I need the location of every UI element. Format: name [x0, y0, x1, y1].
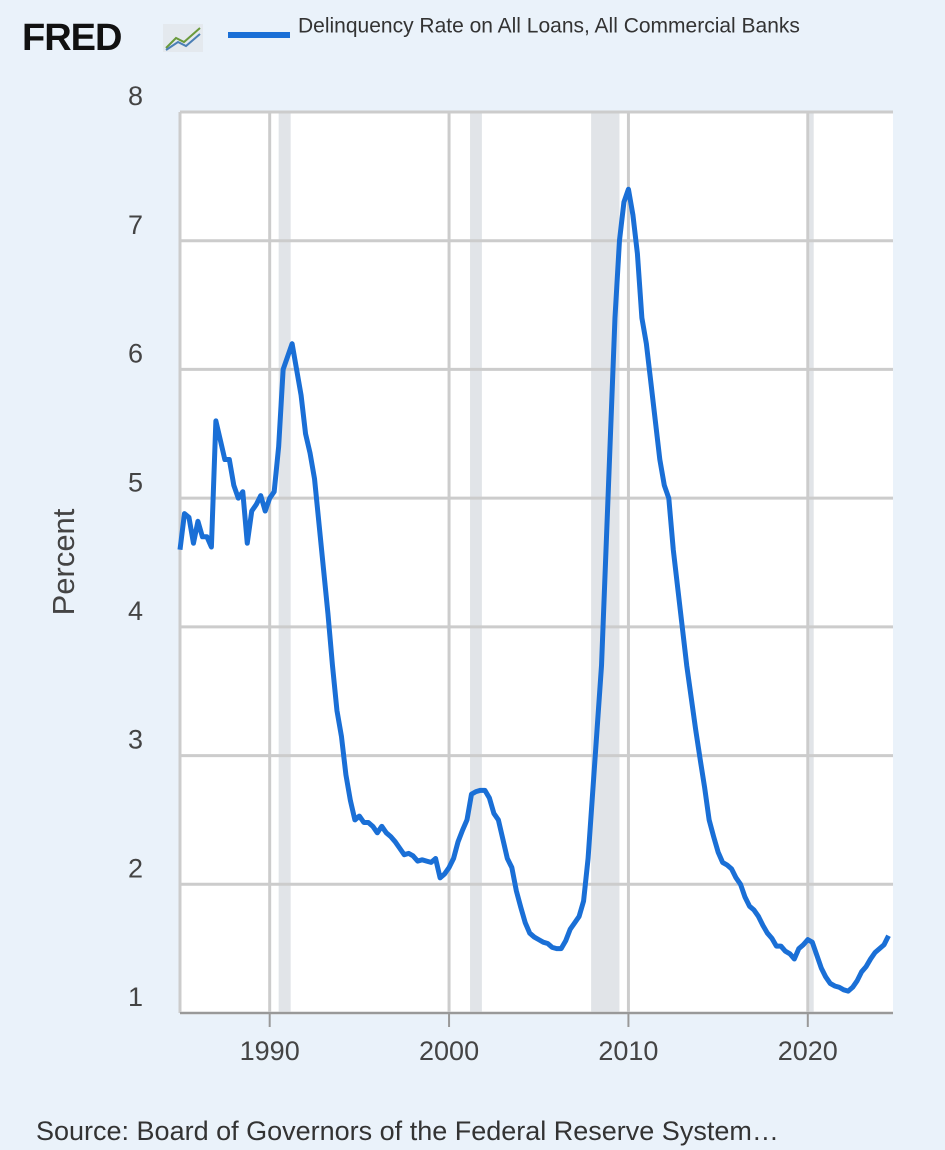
y-tick-label: 4	[128, 596, 143, 626]
logo: FRED	[22, 17, 121, 59]
y-tick-label: 5	[128, 467, 143, 497]
y-tick-label: 2	[128, 853, 143, 883]
plot	[177, 110, 893, 1027]
y-axis-label: Percent	[46, 508, 81, 615]
x-tick-label: 2010	[598, 1036, 658, 1066]
recession-band	[809, 112, 814, 1013]
y-tick-label: 3	[128, 725, 143, 755]
x-tick-label: 2000	[419, 1036, 479, 1066]
recession-band	[470, 112, 482, 1013]
logo-icon	[163, 24, 203, 52]
y-tick-label: 7	[128, 210, 143, 240]
source: Source: Board of Governors of the Federa…	[36, 1116, 779, 1146]
y-tick-label: 1	[128, 982, 143, 1012]
y-tick-label: 8	[128, 81, 143, 111]
x-tick-label: 2020	[778, 1036, 838, 1066]
recession-band	[278, 112, 291, 1013]
plot-area	[180, 112, 893, 1013]
x-tick-label: 1990	[240, 1036, 300, 1066]
data-line	[177, 186, 891, 994]
y-tick-label: 6	[128, 339, 143, 369]
legend-label: Delinquency Rate on All Loans, All Comme…	[298, 15, 800, 38]
